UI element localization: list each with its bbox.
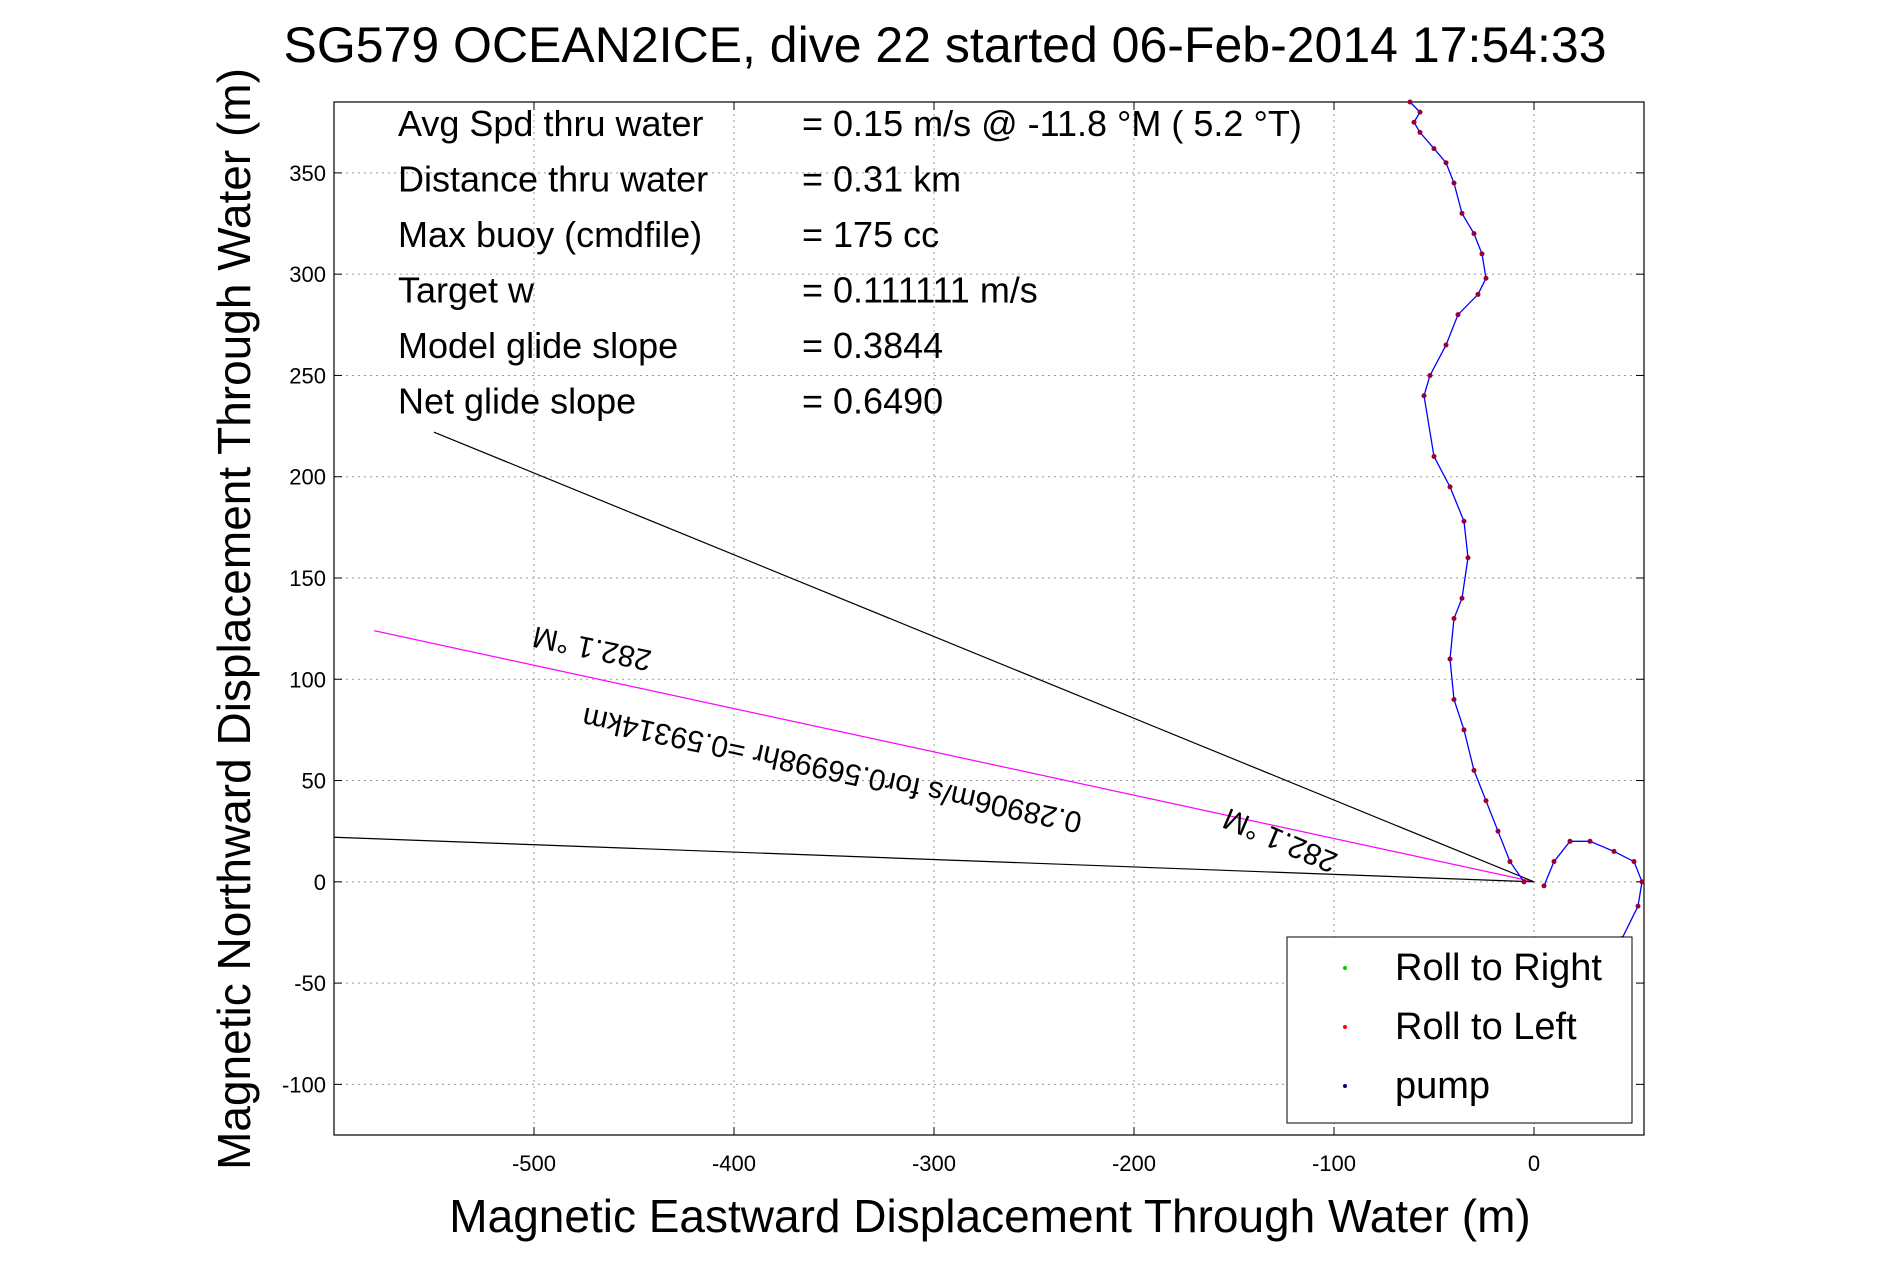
y-tick-label: -50 <box>294 971 326 996</box>
climb-track-point <box>1417 129 1423 135</box>
grid <box>334 102 1644 1135</box>
plot-area <box>333 101 1645 1136</box>
climb-track-point <box>1483 798 1489 804</box>
climb-track-point <box>1475 291 1481 297</box>
dive-track-point <box>1611 848 1617 854</box>
stat-label: Distance thru water <box>398 159 708 200</box>
x-tick-label: 0 <box>1528 1151 1540 1176</box>
dive-track-point <box>1541 883 1547 889</box>
y-tick-label: 150 <box>289 566 326 591</box>
climb-track-point <box>1447 484 1453 490</box>
x-tick-label: -100 <box>1312 1151 1356 1176</box>
bound-line-upper <box>433 431 1535 883</box>
climb-track-point <box>1465 555 1471 561</box>
dive-track-point <box>1635 903 1641 909</box>
climb-track-point <box>1459 595 1465 601</box>
y-tick-label: 250 <box>289 363 326 388</box>
climb-track-point <box>1483 275 1489 281</box>
climb-track-point <box>1443 342 1449 348</box>
climb-track-point <box>1479 251 1485 257</box>
legend-label: Roll to Right <box>1395 947 1602 989</box>
track-lines <box>1407 99 1645 966</box>
climb-track-point <box>1461 727 1467 733</box>
stat-label: Max buoy (cmdfile) <box>398 214 702 255</box>
climb-track-point <box>1431 146 1437 152</box>
heading-line <box>373 630 1535 883</box>
climb-track-point <box>1495 828 1501 834</box>
stat-value: = 0.111111 m/s <box>802 270 1038 311</box>
x-tick-label: -300 <box>912 1151 956 1176</box>
x-axis-label: Magnetic Eastward Displacement Through W… <box>449 1190 1530 1242</box>
climb-track-point <box>1471 231 1477 237</box>
dive-track-line <box>1543 840 1643 964</box>
y-tick-label: 50 <box>302 769 326 794</box>
climb-track-point <box>1461 518 1467 524</box>
stat-value: = 0.6490 <box>802 381 943 422</box>
stat-value: = 0.3844 <box>802 325 943 366</box>
legend: Roll to Right Roll to Left pump <box>1286 936 1633 1124</box>
dive-track-point <box>1639 879 1645 885</box>
stats-block: Avg Spd thru water = 0.15 m/s @ -11.8 °M … <box>398 103 1302 422</box>
stat-label: Target w <box>398 270 535 311</box>
legend-marker <box>1343 1025 1347 1029</box>
climb-track-point <box>1447 656 1453 662</box>
climb-track-line <box>1409 101 1525 883</box>
climb-track-point <box>1417 109 1423 115</box>
stat-value: = 175 cc <box>802 214 939 255</box>
climb-track-point <box>1451 616 1457 621</box>
y-tick-label: 350 <box>289 161 326 186</box>
climb-track-point <box>1443 160 1449 166</box>
y-tick-label: 100 <box>289 667 326 692</box>
climb-track-point <box>1471 767 1477 773</box>
plot-annotation: 282.1 °M <box>1218 801 1342 878</box>
climb-track-point <box>1507 859 1513 865</box>
x-tick-label: -200 <box>1112 1151 1156 1176</box>
bound-line-lower <box>333 836 1535 883</box>
axis-ticks: -500 -400 -300 -200 -100 0-100-50050100150200… <box>282 102 1644 1176</box>
x-tick-label: -500 <box>512 1151 556 1176</box>
dive-track-point <box>1631 859 1637 865</box>
climb-track-point <box>1459 210 1465 216</box>
stat-label: Avg Spd thru water <box>398 103 704 144</box>
dive-track-point <box>1567 838 1573 844</box>
y-axis-label: Magnetic Northward Displacement Through … <box>208 68 260 1170</box>
legend-marker <box>1343 966 1347 970</box>
stat-value: = 0.15 m/s @ -11.8 °M ( 5.2 °T) <box>802 103 1302 144</box>
climb-track-point <box>1407 99 1413 105</box>
climb-track-point <box>1451 180 1457 186</box>
stat-label: Model glide slope <box>398 325 678 366</box>
plot-annotation: 0.28906m/s for0.56998hr =0.59314km <box>579 700 1084 838</box>
legend-marker <box>1343 1084 1347 1088</box>
climb-track-point <box>1451 697 1457 703</box>
legend-label: Roll to Left <box>1395 1006 1577 1048</box>
chart-title: SG579 OCEAN2ICE, dive 22 started 06-Feb-… <box>284 17 1607 73</box>
stat-value: = 0.31 km <box>802 159 961 200</box>
y-tick-label: 200 <box>289 465 326 490</box>
reference-lines <box>333 431 1535 883</box>
climb-track-point <box>1521 879 1527 885</box>
y-tick-label: 300 <box>289 262 326 287</box>
dive-track-point <box>1587 838 1593 844</box>
climb-track-point <box>1431 453 1437 459</box>
climb-track-point <box>1455 312 1461 318</box>
legend-label: pump <box>1395 1065 1490 1107</box>
climb-track-point <box>1421 393 1427 399</box>
climb-track-point <box>1427 372 1433 378</box>
stat-label: Net glide slope <box>398 381 636 422</box>
y-tick-label: 0 <box>314 870 326 895</box>
x-tick-label: -400 <box>712 1151 756 1176</box>
dive-track-point <box>1551 859 1557 865</box>
y-tick-label: -100 <box>282 1072 326 1097</box>
climb-track-point <box>1411 119 1417 125</box>
annotations: 282.1 °M 0.28906m/s for0.56998hr =0.59314… <box>530 619 1342 878</box>
